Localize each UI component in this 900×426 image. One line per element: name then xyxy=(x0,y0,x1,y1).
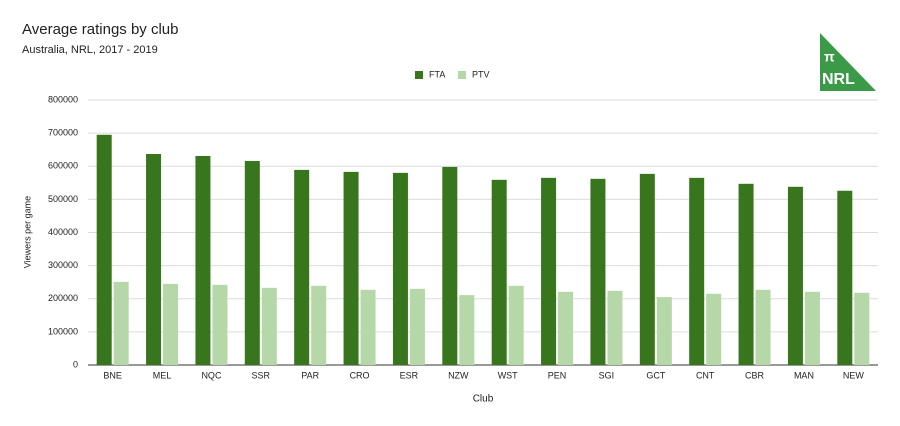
y-axis-label: Viewers per game xyxy=(22,196,32,268)
bar xyxy=(804,291,820,365)
bar xyxy=(706,293,722,365)
bar xyxy=(854,292,870,365)
bar xyxy=(146,153,162,365)
bar xyxy=(787,186,803,365)
bar xyxy=(508,285,524,365)
x-tick-label: WST xyxy=(498,370,518,380)
y-tick-label: 700000 xyxy=(48,128,78,138)
bar xyxy=(212,284,228,365)
x-tick-label: NZW xyxy=(448,370,469,380)
x-tick-label: CRO xyxy=(350,370,370,380)
bar xyxy=(244,160,260,365)
bar xyxy=(113,281,129,365)
x-tick-label: SSR xyxy=(252,370,271,380)
bar xyxy=(360,289,376,365)
logo: π NRL xyxy=(820,33,876,91)
x-tick-label: PEN xyxy=(548,370,567,380)
x-axis-label: Club xyxy=(473,394,494,405)
legend-swatch xyxy=(415,71,423,79)
x-tick-label: PAR xyxy=(301,370,319,380)
bar xyxy=(195,155,211,365)
y-tick-label: 200000 xyxy=(48,293,78,303)
bar xyxy=(607,290,623,365)
x-tick-label: MAN xyxy=(794,370,814,380)
bar xyxy=(409,288,425,365)
bar xyxy=(837,190,853,365)
bar xyxy=(261,287,277,365)
chart-title: Average ratings by club xyxy=(22,21,178,38)
logo-symbol: π xyxy=(824,49,835,65)
x-tick-label: MEL xyxy=(153,370,172,380)
y-tick-label: 600000 xyxy=(48,161,78,171)
logo-shape xyxy=(820,33,876,91)
bar xyxy=(558,291,574,365)
x-tick-label: NEW xyxy=(843,370,865,380)
bar xyxy=(392,172,408,365)
y-tick-label: 0 xyxy=(73,359,78,369)
bar xyxy=(163,283,179,365)
legend-label: FTA xyxy=(429,69,445,79)
bar xyxy=(442,166,458,365)
bar xyxy=(755,289,771,365)
bar xyxy=(294,169,310,365)
bar xyxy=(689,177,705,365)
bar xyxy=(541,177,557,365)
y-tick-label: 500000 xyxy=(48,194,78,204)
bar xyxy=(590,178,606,365)
bar xyxy=(738,183,754,365)
legend-swatch xyxy=(458,71,466,79)
chart-subtitle: Australia, NRL, 2017 - 2019 xyxy=(22,44,158,56)
x-tick-label: SGI xyxy=(599,370,615,380)
x-tick-label: NQC xyxy=(201,370,222,380)
x-tick-label: BNE xyxy=(103,370,122,380)
logo-text: NRL xyxy=(822,71,855,88)
bar xyxy=(311,285,327,365)
bar xyxy=(656,297,672,365)
y-tick-label: 400000 xyxy=(48,227,78,237)
x-tick-label: CBR xyxy=(745,370,765,380)
y-tick-label: 100000 xyxy=(48,326,78,336)
legend-label: PTV xyxy=(472,69,490,79)
x-tick-label: GCT xyxy=(646,370,666,380)
bar xyxy=(491,179,507,365)
y-tick-label: 300000 xyxy=(48,260,78,270)
bar xyxy=(639,173,655,365)
y-tick-label: 800000 xyxy=(48,94,78,104)
x-tick-label: CNT xyxy=(696,370,715,380)
bar xyxy=(343,171,359,365)
x-tick-label: ESR xyxy=(400,370,419,380)
bar xyxy=(96,134,112,365)
bar xyxy=(459,295,475,365)
